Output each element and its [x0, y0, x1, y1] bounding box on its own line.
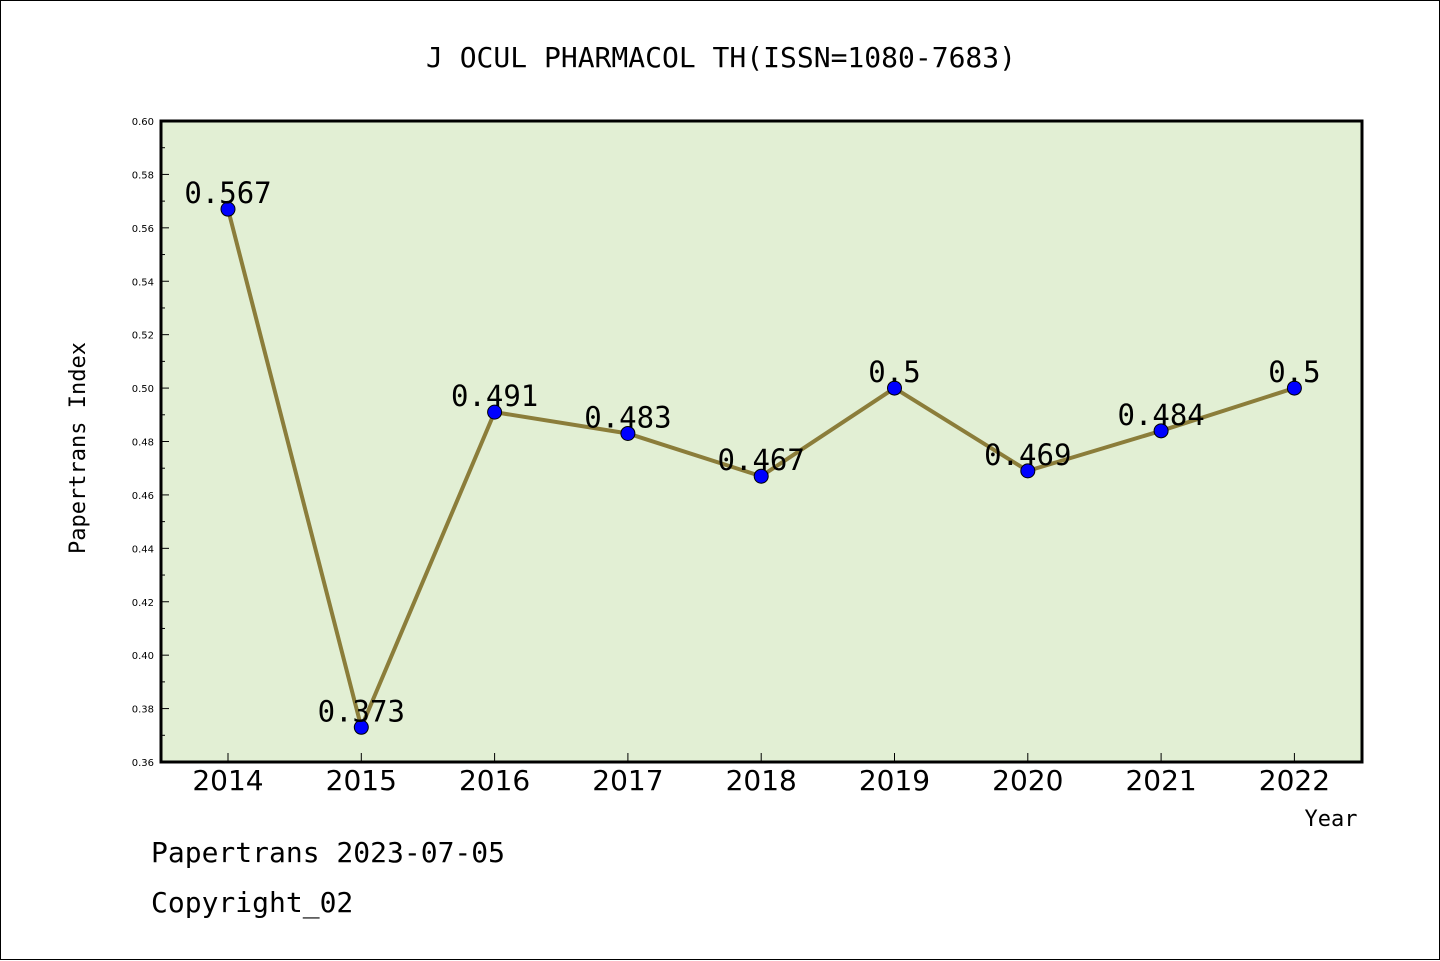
x-tick-label: 2022: [1259, 764, 1330, 797]
data-label: 0.373: [318, 694, 405, 728]
y-tick-label: 0.38: [132, 705, 154, 716]
y-tick-label: 0.56: [132, 224, 154, 235]
data-label: 0.484: [1117, 398, 1204, 432]
footer-date: Papertrans 2023-07-05: [151, 836, 506, 869]
y-tick-label: 0.52: [132, 331, 154, 342]
data-label: 0.567: [184, 176, 271, 210]
data-point: [1153, 423, 1169, 439]
y-tick-label: 0.40: [132, 651, 154, 662]
data-label: 0.467: [718, 443, 805, 477]
y-axis: 0.36 0.38 0.40 0.42 0.44 0.46 0.48 0.50 0.52 0.54…: [132, 117, 169, 769]
x-tick-label: 2018: [726, 764, 797, 797]
y-tick-label: 0.44: [132, 544, 154, 555]
data-point: [753, 468, 769, 484]
y-tick-label: 0.54: [132, 277, 154, 288]
data-point: [620, 425, 636, 441]
plot-area: [159, 119, 1364, 764]
data-point: [487, 404, 503, 420]
data-label: 0.469: [984, 438, 1071, 472]
x-tick-label: 2017: [592, 764, 663, 797]
y-tick-label: 0.48: [132, 438, 154, 449]
y-axis-title: Papertrans Index: [66, 342, 91, 554]
data-point: [1020, 463, 1036, 479]
x-tick-label: 2016: [459, 764, 530, 797]
chart-title: J OCUL PHARMACOL TH(ISSN=1080-7683): [426, 41, 1016, 74]
x-axis-title: Year: [1305, 807, 1358, 832]
x-tick-label: 2015: [326, 764, 397, 797]
data-point: [1286, 380, 1302, 396]
data-point: [353, 719, 369, 735]
y-tick-label: 0.60: [132, 117, 154, 128]
x-tick-label: 2021: [1125, 764, 1196, 797]
y-tick-label: 0.46: [132, 491, 154, 502]
data-label: 0.5: [868, 355, 920, 389]
data-point: [220, 201, 236, 217]
x-axis: 2014 2015 2016 2017 2018 2019 2020 2021 2022: [192, 753, 1330, 797]
y-tick-label: 0.50: [132, 384, 154, 395]
footer-copyright: Copyright_02: [151, 886, 354, 919]
series-line: [220, 201, 1302, 735]
data-labels: 0.567 0.373 0.491 0.483 0.467 0.5 0.469 0.484 0.…: [184, 176, 1320, 728]
x-tick-label: 2019: [859, 764, 930, 797]
y-tick-label: 0.36: [132, 758, 154, 769]
data-label: 0.5: [1268, 355, 1320, 389]
y-tick-label: 0.58: [132, 170, 154, 181]
x-tick-label: 2020: [992, 764, 1063, 797]
data-label: 0.491: [451, 379, 538, 413]
y-tick-label: 0.42: [132, 598, 154, 609]
data-label: 0.483: [584, 400, 671, 434]
data-point: [887, 380, 902, 396]
x-tick-label: 2014: [192, 764, 263, 797]
